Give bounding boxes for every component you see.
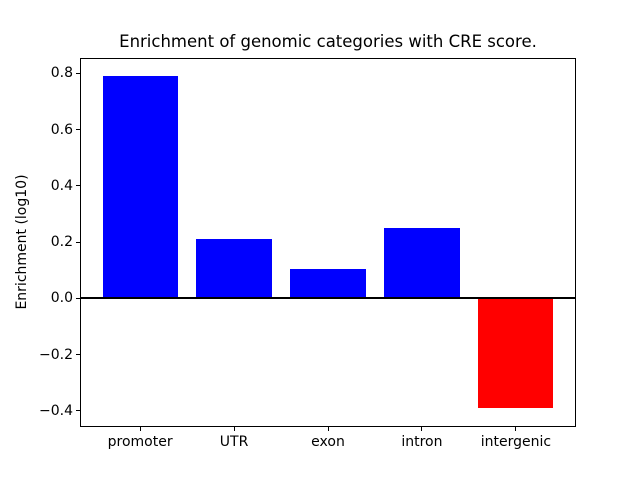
x-tick-label-UTR: UTR (219, 434, 249, 451)
bar-intron (384, 228, 460, 299)
y-tick-mark (76, 185, 80, 187)
y-tick-label: −0.2 (39, 346, 73, 363)
y-tick-label: 0.0 (50, 290, 73, 307)
y-tick-label: −0.4 (39, 402, 73, 419)
y-tick-mark (76, 354, 80, 356)
bar-promoter (102, 76, 178, 299)
x-tick-label-promoter: promoter (107, 434, 173, 451)
bar-exon (290, 268, 366, 299)
x-tick-mark (421, 427, 423, 432)
x-tick-label-exon: exon (311, 434, 345, 451)
y-tick-label: 0.6 (50, 121, 73, 138)
y-tick-label: 0.8 (50, 65, 73, 82)
bar-UTR (196, 239, 272, 299)
y-tick-label: 0.4 (50, 177, 73, 194)
y-tick-mark (76, 129, 80, 131)
x-tick-mark (515, 427, 517, 432)
y-tick-mark (76, 410, 80, 412)
x-tick-mark (327, 427, 329, 432)
x-tick-mark (139, 427, 141, 432)
y-tick-mark (76, 297, 80, 299)
x-tick-label-intergenic: intergenic (480, 434, 552, 451)
bar-intergenic (478, 298, 554, 409)
y-tick-label: 0.2 (50, 234, 73, 251)
y-tick-mark (76, 72, 80, 74)
y-tick-mark (76, 241, 80, 243)
chart-title: Enrichment of genomic categories with CR… (119, 32, 537, 51)
x-tick-label-intron: intron (401, 434, 443, 451)
plot-area: 0.8 0.6 0.4 0.2 0.0 −0.2 −0.4 promoter UTR exon in… (39, 57, 576, 450)
x-tick-mark (233, 427, 235, 432)
zero-line (80, 297, 576, 300)
